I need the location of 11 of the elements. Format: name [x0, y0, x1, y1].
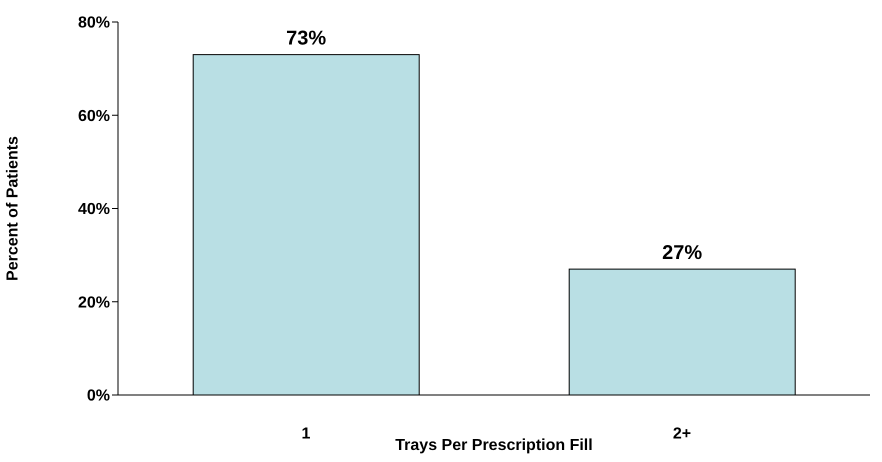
y-tick-label: 60% — [78, 108, 110, 125]
data-label: 73% — [286, 28, 326, 50]
y-axis-title: Percent of Patients — [4, 136, 22, 281]
x-axis-title: Trays Per Prescription Fill — [395, 437, 593, 454]
x-tick-label: 2+ — [672, 425, 692, 442]
y-tick-label: 40% — [78, 201, 110, 218]
y-tick-label: 20% — [78, 294, 110, 312]
y-tick-label: 80% — [78, 14, 110, 32]
data-label: 27% — [662, 242, 702, 264]
y-tick-label: 0% — [86, 388, 110, 405]
x-tick-label: 1 — [302, 425, 311, 442]
